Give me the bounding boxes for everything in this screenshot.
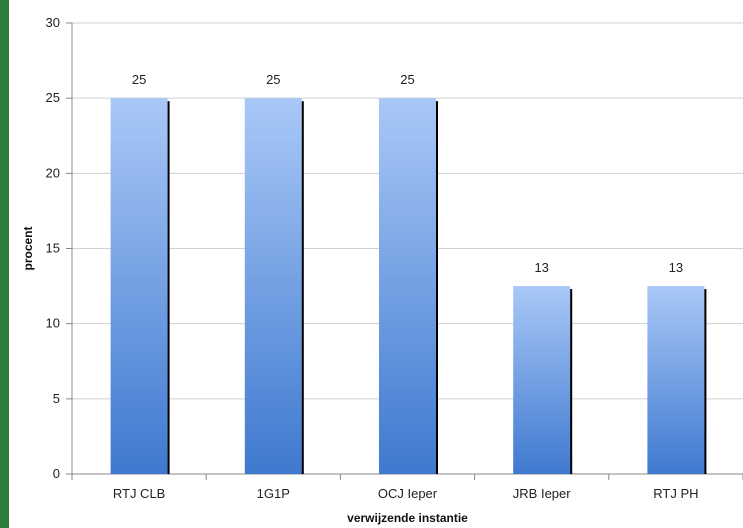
x-tick-label: OCJ Ieper: [378, 486, 438, 501]
y-tick-label: 15: [46, 241, 60, 256]
frame-accent-strip: [0, 0, 9, 528]
y-tick-label: 20: [46, 165, 60, 180]
y-tick-label: 5: [53, 391, 60, 406]
bar-shadow: [703, 289, 707, 474]
data-label: 25: [266, 72, 280, 87]
data-label: 25: [132, 72, 146, 87]
x-tick-labels: RTJ CLB 1G1P OCJ Ieper JRB Ieper RTJ PH: [113, 486, 699, 501]
bar: [647, 286, 705, 474]
data-labels: 25 25 25 13 13: [132, 72, 683, 275]
x-tick-label: RTJ PH: [653, 486, 698, 501]
bars: [110, 98, 707, 475]
y-tick-label: 10: [46, 316, 60, 331]
bar-shadow: [569, 289, 573, 474]
bar-shadow: [300, 101, 304, 475]
bar: [244, 98, 302, 475]
y-tick-label: 25: [46, 90, 60, 105]
x-tick-label: RTJ CLB: [113, 486, 166, 501]
bar: [379, 98, 436, 475]
y-tick-labels: 0 5 10 15 20 25 30: [46, 15, 60, 481]
x-tick-label: 1G1P: [257, 486, 290, 501]
y-tick-label: 30: [46, 15, 60, 30]
bar-shadow: [166, 101, 170, 475]
bar-shadow: [435, 101, 438, 475]
x-tick-label: JRB Ieper: [513, 486, 571, 501]
data-label: 13: [534, 260, 548, 275]
bar: [110, 98, 168, 475]
data-label: 13: [669, 260, 683, 275]
data-label: 25: [400, 72, 414, 87]
x-axis-title: verwijzende instantie: [347, 511, 468, 525]
y-axis-title: procent: [21, 226, 35, 270]
bar: [513, 286, 571, 474]
y-tick-label: 0: [53, 466, 60, 481]
